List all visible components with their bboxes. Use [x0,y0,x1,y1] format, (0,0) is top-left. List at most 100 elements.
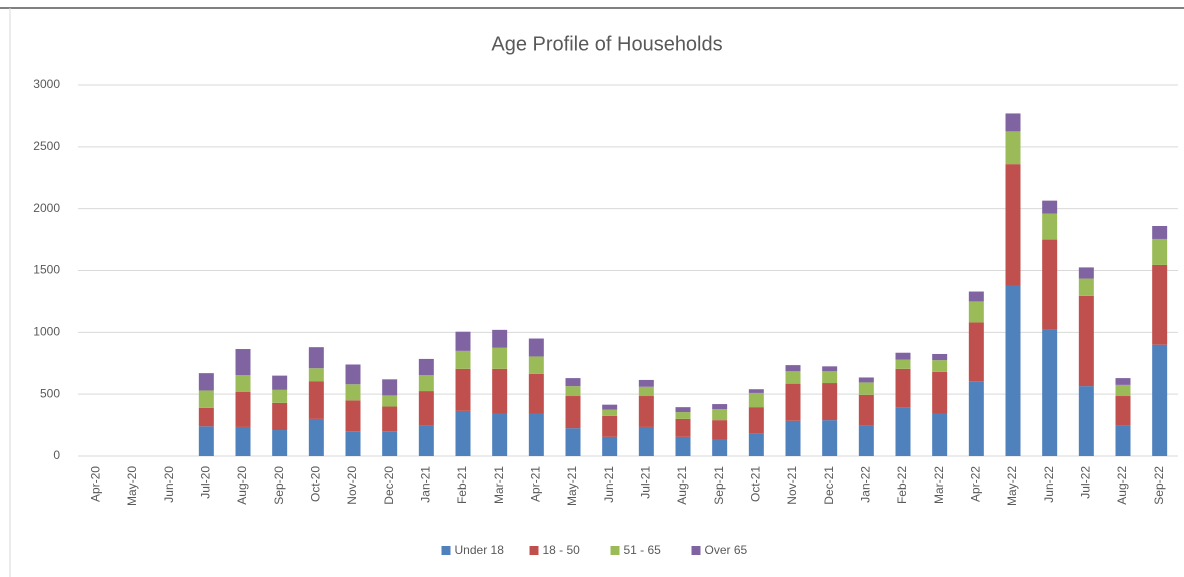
bar-segment [748,433,764,456]
bar-segment [1152,264,1168,345]
bar-segment [528,413,544,456]
legend-label: Under 18 [455,543,505,557]
bar-segment [565,428,581,456]
x-tick-label: Dec-21 [822,466,836,505]
x-tick-label: Jan-21 [419,466,433,503]
x-tick-label: Oct-20 [309,466,323,502]
bar-segment [418,425,434,456]
bar-segment [895,352,911,360]
bar-segment [528,373,544,414]
bar-segment [492,347,508,369]
legend-label: 18 - 50 [543,543,581,557]
bar-segment [1042,239,1058,330]
bar-segment [345,364,361,385]
x-tick-label: May-22 [1005,466,1019,506]
bar-segment [418,391,434,426]
bar-segment [1152,238,1168,265]
bar-segment [1078,278,1094,296]
bar-segment [235,349,251,375]
y-tick-label: 2000 [33,201,60,215]
bar-segment [638,379,654,387]
x-tick-label: Feb-22 [895,466,909,504]
bar-segment [932,413,948,456]
x-tick-label: Jun-22 [1042,466,1056,503]
bar-segment [308,368,324,382]
legend-swatch [529,546,539,555]
y-tick-label: 3000 [33,77,60,91]
x-tick-label: May-21 [565,466,579,506]
bar-segment [785,383,801,421]
bar-segment [895,359,911,369]
bar-segment [822,420,838,456]
bar-segment [382,406,398,432]
bar-segment [272,430,288,456]
bar-segment [418,374,434,392]
x-tick-label: Aug-20 [235,466,249,505]
bar-segment [1005,285,1021,456]
x-tick-label: Mar-21 [492,466,506,504]
bar-segment [858,382,874,395]
bar-segment [235,374,251,392]
bar-segment [345,384,361,401]
bar-segment [602,436,618,456]
chart-title: Age Profile of Households [491,33,722,55]
bar-segment [895,368,911,408]
bar-segment [1005,131,1021,165]
bar-segment [565,396,581,429]
bar-segment [785,371,801,384]
bar-segment [638,396,654,427]
bar-segment [198,407,214,427]
bar-segment [638,426,654,456]
x-tick-label: Apr-20 [89,466,103,502]
bar-segment [308,381,324,419]
bar-segment [858,425,874,456]
bar-segment [492,413,508,456]
legend-label: 51 - 65 [624,543,662,557]
bar-segment [492,329,508,348]
bar-segment [895,407,911,456]
x-tick-label: Jul-20 [199,466,213,499]
y-tick-label: 1500 [33,263,60,277]
bar-segment [822,371,838,384]
bar-segment [785,365,801,372]
bar-segment [675,407,691,413]
bar-segment [602,404,618,410]
bar-segment [1005,164,1021,286]
bar-segment [968,381,984,456]
bar-segment [712,420,728,440]
bar-segment [455,410,471,456]
bar-segment [712,439,728,456]
bar-segment [198,390,214,408]
bar-segment [382,431,398,456]
bar-segment [1042,329,1058,456]
bar-segment [455,350,471,369]
bar-segment [968,301,984,323]
bar-segment [565,378,581,387]
bar-segment [675,436,691,456]
x-tick-label: Apr-22 [969,466,983,502]
bar-segment [712,409,728,421]
bar-segment [1115,425,1131,456]
bar-segment [382,379,398,396]
bar-segment [235,391,251,427]
bar-segment [308,347,324,369]
x-tick-label: Dec-20 [382,466,396,505]
bar-segment [638,386,654,397]
bar-segment [602,409,618,416]
x-tick-label: Sep-21 [712,466,726,505]
x-tick-label: Oct-21 [749,466,763,502]
bar-segment [785,420,801,456]
bar-segment [345,400,361,432]
x-tick-label: Sep-22 [1152,466,1166,505]
legend-swatch [441,546,451,555]
bar-segment [858,394,874,426]
legend-swatch [691,546,701,555]
x-tick-label: Mar-22 [932,466,946,504]
bar-segment [1115,384,1131,397]
x-tick-label: May-20 [125,466,139,506]
x-tick-label: Jun-21 [602,466,616,503]
x-tick-label: Jan-22 [859,466,873,503]
bar-segment [418,358,434,375]
bar-segment [1005,113,1021,132]
y-tick-label: 500 [40,386,60,400]
